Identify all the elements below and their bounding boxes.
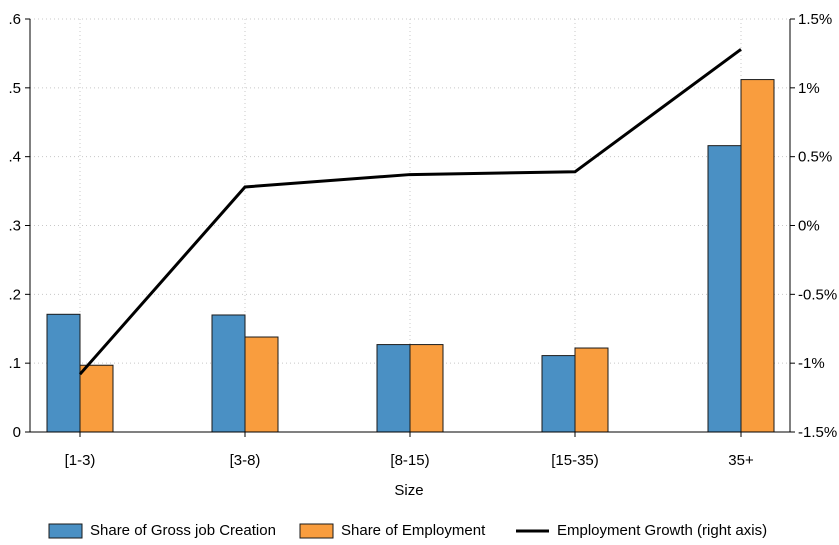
right-axis-tick-label: 0.5% — [798, 149, 832, 166]
legend-swatch-gross-job-creation — [48, 523, 83, 539]
bar-gross-job-creation — [376, 344, 411, 433]
employment-growth-line — [78, 48, 742, 376]
growth-line-layer — [78, 48, 742, 376]
left-axis-tick-label: .2 — [8, 286, 21, 303]
x-axis-tick-label: 35+ — [728, 452, 754, 469]
bar-share-of-employment — [574, 347, 609, 433]
left-axis-tick-label: .6 — [8, 11, 21, 28]
bar-gross-job-creation — [211, 314, 246, 433]
axes: 0 .1 .2 .3 .4 .5 .6 -1.5% -1% -0.5% 0% 0.5% 1% 1.5% [1… — [8, 11, 837, 469]
left-axis-tick-label: .3 — [8, 218, 21, 235]
right-axis-tick-label: 1.5% — [798, 11, 832, 28]
legend-label-employment-growth: Employment Growth (right axis) — [557, 522, 767, 539]
left-axis-tick-label: .4 — [8, 149, 21, 166]
right-axis-tick-label: 0% — [798, 218, 820, 235]
bar-gross-job-creation — [541, 355, 576, 433]
bar-share-of-employment — [244, 336, 279, 433]
x-axis-title: Size — [394, 482, 423, 499]
bar-share-of-employment — [79, 364, 114, 433]
bar-share-of-employment — [409, 344, 444, 433]
legend-swatch-share-of-employment — [299, 523, 334, 539]
legend: Share of Gross job Creation Share of Empl… — [48, 522, 767, 539]
left-axis-tick-label: .5 — [8, 80, 21, 97]
left-axis-tick-label: .1 — [8, 355, 21, 372]
right-axis-tick-label: 1% — [798, 80, 820, 97]
bar-share-of-employment — [740, 79, 775, 433]
x-axis-tick-label: [1-3) — [65, 452, 96, 469]
legend-label-gross-job-creation: Share of Gross job Creation — [90, 522, 276, 539]
x-axis-tick-label: [8-15) — [390, 452, 429, 469]
bar-gross-job-creation — [46, 313, 81, 433]
x-axis-tick-label: [15-35) — [551, 452, 599, 469]
left-axis-tick-label: 0 — [13, 424, 21, 441]
right-axis-tick-label: -0.5% — [798, 286, 837, 303]
x-axis-tick-label: [3-8) — [230, 452, 261, 469]
right-axis-tick-label: -1% — [798, 355, 825, 372]
right-axis-tick-label: -1.5% — [798, 424, 837, 441]
legend-label-share-of-employment: Share of Employment — [341, 522, 486, 539]
bars — [46, 79, 775, 433]
bar-gross-job-creation — [707, 145, 742, 433]
